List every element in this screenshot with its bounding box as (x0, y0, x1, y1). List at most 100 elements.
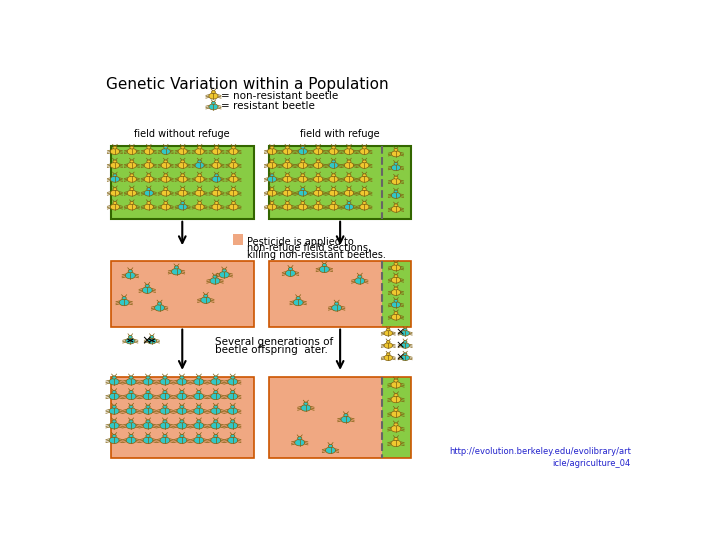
Ellipse shape (147, 160, 150, 163)
Ellipse shape (198, 160, 202, 163)
Ellipse shape (215, 174, 218, 177)
Ellipse shape (391, 382, 401, 388)
Ellipse shape (403, 341, 407, 343)
Ellipse shape (209, 104, 218, 110)
Ellipse shape (110, 176, 120, 182)
Ellipse shape (230, 390, 235, 394)
Ellipse shape (332, 174, 336, 177)
Ellipse shape (392, 206, 400, 212)
Ellipse shape (288, 267, 292, 271)
Text: ×: × (141, 334, 152, 347)
Ellipse shape (332, 201, 336, 205)
Bar (233, 234, 243, 245)
Ellipse shape (177, 437, 187, 443)
Ellipse shape (329, 190, 338, 196)
Ellipse shape (232, 146, 235, 149)
Ellipse shape (144, 148, 153, 154)
Ellipse shape (112, 376, 116, 379)
Ellipse shape (212, 148, 221, 154)
Ellipse shape (304, 402, 308, 405)
Ellipse shape (298, 176, 307, 182)
Bar (111, 377, 253, 457)
Ellipse shape (394, 312, 398, 315)
Ellipse shape (180, 405, 184, 408)
Ellipse shape (394, 437, 398, 441)
Ellipse shape (201, 297, 211, 303)
Ellipse shape (147, 201, 150, 205)
Ellipse shape (109, 408, 119, 414)
Ellipse shape (228, 393, 238, 400)
Ellipse shape (178, 148, 187, 154)
Ellipse shape (344, 190, 354, 196)
Ellipse shape (148, 338, 156, 344)
Ellipse shape (343, 414, 348, 417)
Ellipse shape (387, 353, 390, 355)
Ellipse shape (267, 204, 276, 210)
Ellipse shape (392, 314, 400, 320)
Ellipse shape (126, 408, 136, 414)
Ellipse shape (127, 176, 137, 182)
Ellipse shape (211, 422, 221, 429)
Ellipse shape (332, 146, 336, 149)
Bar (382, 261, 411, 327)
Ellipse shape (392, 151, 400, 157)
Ellipse shape (228, 437, 238, 443)
Ellipse shape (229, 190, 238, 196)
Ellipse shape (212, 190, 221, 196)
Ellipse shape (232, 201, 235, 205)
Ellipse shape (127, 204, 137, 210)
Ellipse shape (229, 148, 238, 154)
Ellipse shape (194, 408, 204, 414)
Ellipse shape (394, 394, 398, 397)
Ellipse shape (232, 187, 235, 191)
Ellipse shape (197, 420, 201, 423)
Ellipse shape (230, 434, 235, 437)
Ellipse shape (127, 190, 137, 196)
Ellipse shape (403, 353, 407, 355)
Ellipse shape (143, 287, 152, 293)
Ellipse shape (387, 341, 390, 343)
Ellipse shape (146, 405, 150, 408)
Ellipse shape (301, 160, 305, 163)
Ellipse shape (129, 390, 133, 394)
Ellipse shape (212, 204, 221, 210)
Bar (269, 146, 411, 219)
Ellipse shape (360, 204, 369, 210)
Ellipse shape (128, 269, 132, 273)
Bar (269, 261, 382, 327)
Ellipse shape (232, 174, 235, 177)
Ellipse shape (301, 174, 305, 177)
Ellipse shape (130, 201, 134, 205)
Ellipse shape (195, 190, 204, 196)
Ellipse shape (143, 437, 153, 443)
Ellipse shape (301, 187, 305, 191)
Text: ×: × (396, 328, 405, 338)
Ellipse shape (391, 411, 401, 417)
Ellipse shape (163, 420, 167, 423)
Ellipse shape (329, 204, 338, 210)
Ellipse shape (394, 176, 398, 179)
Ellipse shape (113, 160, 117, 163)
Ellipse shape (215, 187, 218, 191)
Ellipse shape (391, 440, 401, 447)
Ellipse shape (298, 190, 307, 196)
Ellipse shape (215, 160, 218, 163)
Ellipse shape (160, 408, 170, 414)
Ellipse shape (130, 174, 134, 177)
Ellipse shape (335, 302, 339, 305)
Ellipse shape (163, 376, 167, 379)
Ellipse shape (126, 379, 136, 385)
Ellipse shape (323, 264, 326, 267)
Ellipse shape (229, 176, 238, 182)
Ellipse shape (109, 437, 119, 443)
Ellipse shape (195, 148, 204, 154)
Ellipse shape (283, 148, 292, 154)
Ellipse shape (181, 174, 184, 177)
Bar (111, 146, 253, 219)
Ellipse shape (110, 163, 120, 168)
Ellipse shape (294, 440, 305, 446)
Ellipse shape (145, 284, 149, 287)
Ellipse shape (301, 404, 311, 411)
Ellipse shape (195, 163, 204, 168)
Ellipse shape (270, 201, 274, 205)
